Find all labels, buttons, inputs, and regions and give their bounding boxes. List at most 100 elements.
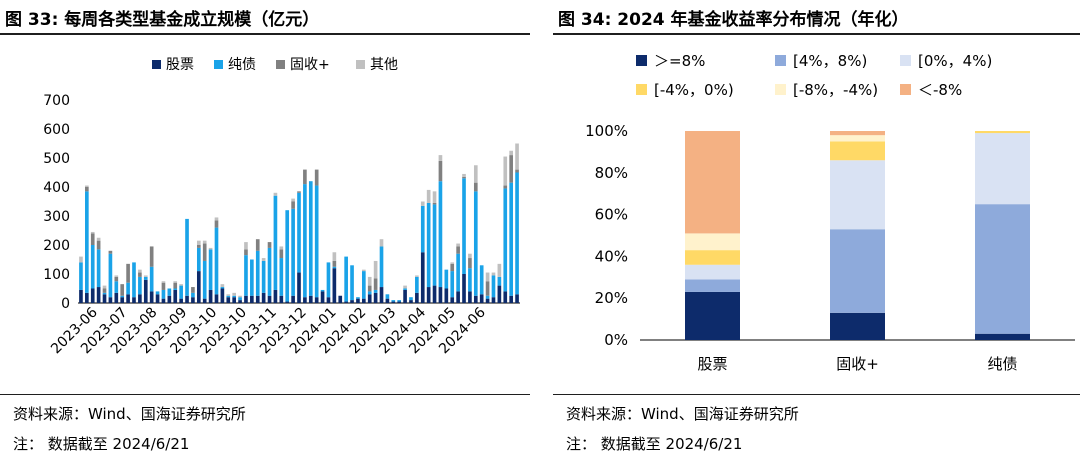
bar-segment — [120, 297, 125, 303]
bar-segment — [314, 169, 319, 186]
bar-segment — [373, 292, 378, 303]
bar-segment — [102, 292, 107, 295]
bar-segment — [403, 288, 407, 290]
bar-segment — [255, 250, 260, 296]
bar-segment — [244, 295, 248, 303]
left-source-rule — [0, 394, 530, 395]
bar-segment — [503, 185, 508, 189]
bar-segment — [114, 275, 119, 277]
bar-segment — [420, 252, 425, 303]
bar-segment — [432, 191, 437, 203]
bar-segment — [308, 181, 313, 296]
bar-segment — [108, 297, 113, 303]
bar-segment — [403, 289, 407, 303]
bar-segment — [267, 242, 272, 248]
bar-segment — [173, 282, 178, 289]
left-panel: 图 33: 每周各类型基金成立规模（亿元） 股票 纯债 固收+ 其他 0 100 200 30… — [0, 0, 530, 457]
bar-segment — [456, 243, 460, 247]
bar-segment — [279, 249, 284, 259]
bar-segment — [226, 295, 231, 298]
y-tick-label-7: 700 — [43, 93, 70, 109]
bar-segment — [462, 178, 466, 274]
bar-segment — [397, 301, 402, 303]
bar-segment — [303, 297, 307, 303]
y-tick-label-0: 0% — [604, 331, 628, 349]
bar-segment — [214, 227, 219, 295]
bar-segment — [202, 243, 207, 261]
bar-segment-股票-0 — [685, 291, 740, 340]
bar-segment — [367, 294, 372, 303]
bar-segment — [138, 276, 142, 295]
bar-segment — [196, 271, 201, 303]
bar-segment — [373, 278, 378, 290]
bar-segment — [509, 155, 513, 183]
bar-segment — [273, 289, 278, 303]
bar-segment — [85, 191, 89, 293]
legend-swatch-4 — [775, 84, 786, 95]
legend-swatch-3 — [356, 60, 365, 69]
bar-segment — [303, 169, 307, 185]
bar-segment-纯债-1 — [975, 204, 1030, 334]
bar-segment — [285, 301, 290, 303]
bar-segment — [96, 237, 101, 241]
bar-segment — [515, 143, 519, 170]
bar-segment — [326, 297, 331, 303]
bar-segment — [497, 285, 502, 303]
y-tick-label-5: 500 — [43, 151, 70, 167]
legend-label-5: ＜-8% — [918, 81, 962, 99]
bar-segment — [96, 249, 101, 288]
bar-segment — [450, 297, 455, 303]
bar-segment — [379, 246, 384, 288]
bar-segment — [426, 287, 431, 303]
bar-segment — [161, 282, 166, 290]
bar-segment — [79, 262, 83, 290]
bar-segment — [503, 156, 508, 186]
bar-segment — [108, 250, 113, 254]
bar-segment — [350, 300, 354, 303]
legend-label-3: [-4%，0%) — [654, 81, 734, 99]
bar-segment — [149, 246, 154, 267]
bar-segment — [473, 191, 478, 296]
bar-segment — [179, 298, 183, 303]
bar-segment — [415, 276, 419, 293]
bar-segment — [491, 275, 496, 298]
bar-segment — [462, 176, 466, 179]
y-tick-label-4: 80% — [595, 164, 628, 182]
bar-segment-纯债-2 — [975, 133, 1030, 205]
bar-segment — [379, 287, 384, 303]
bar-segment — [409, 300, 413, 303]
right-chart: ＞=8% [4%，8%) [0%，4%) [-4%，0%) [-8%，-4%) ＜-8% 0… — [585, 52, 1075, 373]
bar-segment-纯债-0 — [975, 333, 1030, 340]
bar-segment — [261, 292, 266, 303]
bar-segment — [173, 281, 178, 283]
bar-segment — [326, 262, 331, 298]
bar-segment — [509, 150, 513, 156]
bar-segment — [232, 295, 237, 298]
bar-segment — [232, 292, 237, 296]
bar-segment — [291, 208, 295, 296]
bar-segment — [456, 291, 460, 303]
bar-segment — [244, 255, 248, 296]
bar-segment — [267, 247, 272, 296]
bar-segment — [420, 201, 425, 206]
bar-segment — [450, 262, 455, 264]
bar-segment — [291, 295, 295, 303]
bar-segment — [473, 165, 478, 183]
bar-segment — [273, 192, 278, 196]
bar-segment — [220, 284, 225, 288]
bar-segment — [185, 218, 189, 296]
bar-segment — [403, 285, 407, 289]
bar-segment — [208, 289, 213, 303]
bar-segment — [173, 288, 178, 290]
left-chart: 股票 纯债 固收+ 其他01002003004005006007002023-0620… — [43, 57, 520, 357]
bar-segment — [509, 295, 513, 303]
bar-segment — [391, 301, 396, 303]
bar-segment — [468, 268, 472, 292]
bar-segment — [120, 295, 125, 298]
bar-segment — [138, 272, 142, 277]
bar-segment — [320, 289, 325, 292]
right-chart-title: 图 34: 2024 年基金收益率分布情况（年化） — [558, 10, 909, 30]
left-title-rule — [0, 33, 530, 35]
bar-segment — [415, 292, 419, 303]
bar-segment — [426, 189, 431, 203]
